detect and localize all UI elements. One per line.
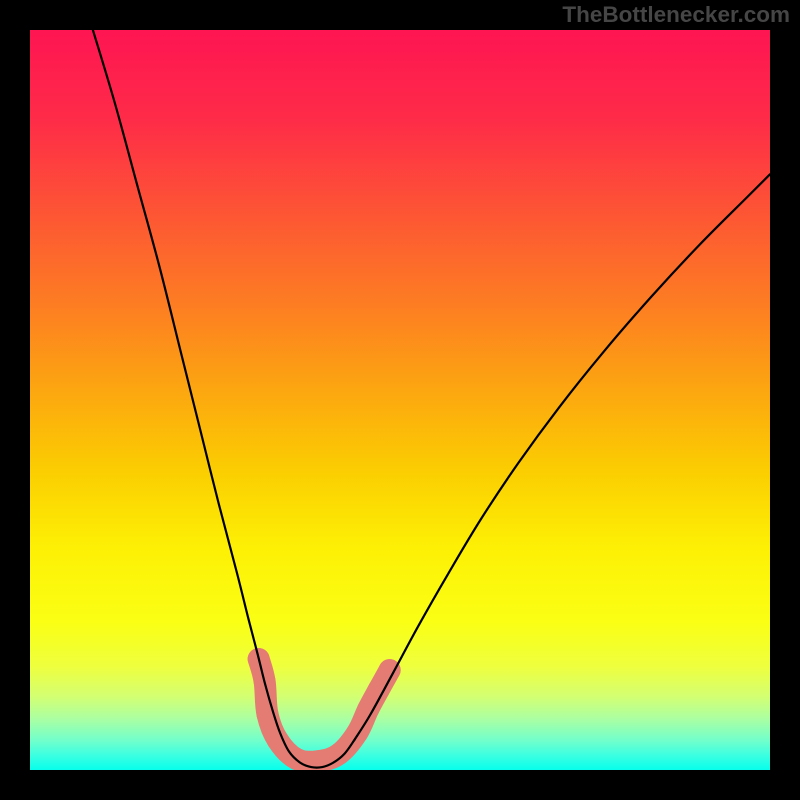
watermark-text: TheBottlenecker.com <box>562 2 790 28</box>
plot-area <box>30 30 770 770</box>
outer-frame: TheBottlenecker.com <box>0 0 800 800</box>
bottleneck-chart <box>30 30 770 770</box>
